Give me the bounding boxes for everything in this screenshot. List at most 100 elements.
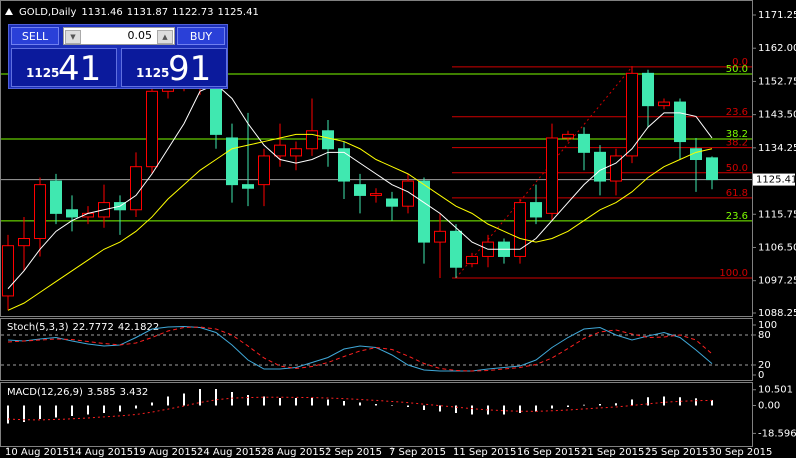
macd-bar — [663, 396, 665, 406]
y-tick-label: 1143.50 — [758, 110, 796, 121]
fib-label: 0.0 — [732, 57, 748, 68]
y-tick-label: 100 — [758, 320, 777, 331]
header-close: 1125.41 — [217, 7, 258, 18]
macd-bar — [647, 397, 649, 406]
candle-body — [34, 184, 46, 239]
candle-body — [66, 209, 78, 218]
x-tick-label: 7 Sep 2015 — [389, 447, 446, 458]
macd-bar — [567, 405, 569, 407]
ask-quote[interactable]: 1125 91 — [121, 48, 227, 89]
current-price-box — [753, 173, 795, 186]
candle-body — [594, 151, 606, 182]
candle-body — [514, 202, 526, 257]
macd-signal-value: 3.432 — [120, 387, 149, 398]
indicator-line — [7, 83, 713, 290]
macd-bar — [711, 400, 713, 406]
ask-big: 91 — [168, 49, 212, 89]
header-low: 1122.73 — [172, 7, 213, 18]
macd-bar — [199, 389, 201, 406]
current-price-label: 1125.41 — [756, 175, 796, 186]
candle-body — [530, 202, 542, 218]
x-tick-label: 10 Aug 2015 — [5, 447, 69, 458]
macd-bar — [7, 405, 9, 424]
macd-bar — [583, 404, 585, 406]
indicator-line — [7, 133, 713, 311]
candle-body — [50, 180, 62, 214]
candle-body — [370, 193, 382, 196]
macd-bar — [151, 402, 153, 406]
candle-body — [386, 198, 398, 207]
macd-bar — [359, 402, 361, 406]
indicator-line — [7, 325, 713, 372]
chart-title: GOLD,Daily — [19, 7, 76, 18]
y-tick-label: 1115.75 — [758, 209, 796, 220]
candle-body — [418, 180, 430, 243]
macd-bar — [551, 405, 553, 409]
x-tick-label: 24 Aug 2015 — [197, 447, 261, 458]
bid-prefix: 1125 — [26, 66, 60, 80]
macd-header: MACD(12,26,9) 3.585 3.432 — [7, 387, 148, 398]
macd-bar — [439, 405, 441, 412]
y-tick-label: 0.00 — [758, 401, 780, 412]
x-tick-label: 21 Sep 2015 — [581, 447, 644, 458]
x-tick-label: 16 Sep 2015 — [517, 447, 580, 458]
y-tick-label: 0 — [758, 370, 764, 381]
bid-quote[interactable]: 1125 41 — [11, 48, 117, 89]
volume-up[interactable]: ▲ — [157, 30, 173, 44]
fib-label: 23.6 — [726, 107, 748, 118]
macd-bar — [231, 392, 233, 406]
macd-bar — [423, 405, 425, 410]
macd-title: MACD(12,26,9) — [7, 387, 83, 398]
x-tick-label: 30 Sep 2015 — [709, 447, 772, 458]
x-tick-label: 2 Sep 2015 — [325, 447, 382, 458]
macd-bar — [343, 401, 345, 406]
macd-bar — [519, 405, 521, 413]
y-tick-label: 1106.50 — [758, 242, 796, 253]
macd-bar — [39, 405, 41, 419]
y-tick-label: 1162.00 — [758, 43, 796, 54]
one-click-trading-panel: SELL 0.05 ▼ ▲ BUY 1125 41 1125 91 — [8, 24, 228, 89]
y-tick-label: 10.501 — [758, 385, 793, 396]
macd-bar — [487, 405, 489, 415]
bid-big: 41 — [58, 49, 102, 89]
candle-body — [706, 157, 718, 181]
stoch-frame — [0, 318, 753, 381]
collapse-icon[interactable] — [5, 8, 13, 15]
macd-bar — [295, 398, 297, 406]
buy-button[interactable]: BUY — [177, 27, 225, 45]
y-tick-label: 1088.25 — [758, 308, 796, 319]
candle-body — [578, 133, 590, 153]
candle-body — [434, 230, 446, 243]
stoch-title: Stoch(5,3,3) — [7, 322, 69, 333]
macd-bar — [279, 398, 281, 406]
y-tick-label: 1152.75 — [758, 76, 796, 87]
macd-bar — [631, 399, 633, 406]
macd-bar — [679, 397, 681, 406]
macd-bar — [327, 399, 329, 406]
stoch-header: Stoch(5,3,3) 22.7772 42.1822 — [7, 322, 159, 333]
macd-bar — [391, 405, 393, 406]
macd-bar — [599, 404, 601, 406]
header-open: 1131.46 — [81, 7, 122, 18]
candle-body — [338, 148, 350, 182]
sell-button[interactable]: SELL — [11, 27, 59, 45]
macd-bar — [407, 405, 409, 407]
candle-body — [466, 255, 478, 265]
ask-prefix: 1125 — [136, 66, 170, 80]
macd-bar — [55, 405, 57, 418]
volume-down[interactable]: ▼ — [65, 30, 81, 44]
fib-label: 50.0 — [726, 64, 748, 75]
y-tick-label: 1171.25 — [758, 10, 796, 21]
macd-main-value: 3.585 — [87, 387, 116, 398]
candle-body — [18, 238, 30, 247]
candle-body — [658, 101, 670, 107]
fib-label: 50.0 — [726, 163, 748, 174]
header-high: 1131.87 — [127, 7, 168, 18]
fib-label: 38.2 — [726, 129, 748, 140]
candle-body — [306, 130, 318, 150]
candle-body — [258, 155, 270, 186]
macd-bar — [119, 405, 121, 412]
macd-bar — [87, 405, 89, 415]
volume-field[interactable]: 0.05 — [63, 27, 175, 45]
y-tick-label: 20 — [758, 360, 771, 371]
